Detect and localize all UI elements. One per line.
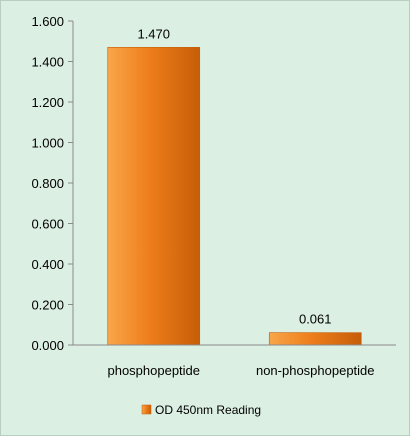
y-tick-label: 1.200	[31, 95, 64, 110]
legend-swatch	[141, 404, 152, 415]
y-tick-label: 1.400	[31, 55, 64, 70]
x-category-label: phosphopeptide	[107, 363, 200, 378]
y-tick-label: 1.600	[31, 14, 64, 29]
bar-phosphopeptide	[107, 47, 201, 346]
legend: OD 450nm Reading	[141, 403, 261, 417]
y-tick-label: 0.400	[31, 257, 64, 272]
x-axis: phosphopeptide non-phosphopeptide	[73, 344, 396, 378]
y-tick-label: 0.200	[31, 298, 64, 313]
y-tick-label: 1.000	[31, 136, 64, 151]
y-axis: 0.000 0.200 0.400 0.600 0.800 1.000 1.200 1.400…	[31, 14, 74, 353]
y-tick-label: 0.600	[31, 217, 64, 232]
bars: 1.470 0.061	[107, 26, 362, 346]
bar-non-phosphopeptide	[268, 332, 362, 346]
data-label: 1.470	[137, 26, 170, 41]
data-label: 0.061	[299, 312, 332, 327]
legend-label: OD 450nm Reading	[155, 403, 261, 417]
y-tick-label: 0.000	[31, 338, 64, 353]
y-tick-label: 0.800	[31, 176, 64, 191]
x-category-label: non-phosphopeptide	[256, 363, 375, 378]
